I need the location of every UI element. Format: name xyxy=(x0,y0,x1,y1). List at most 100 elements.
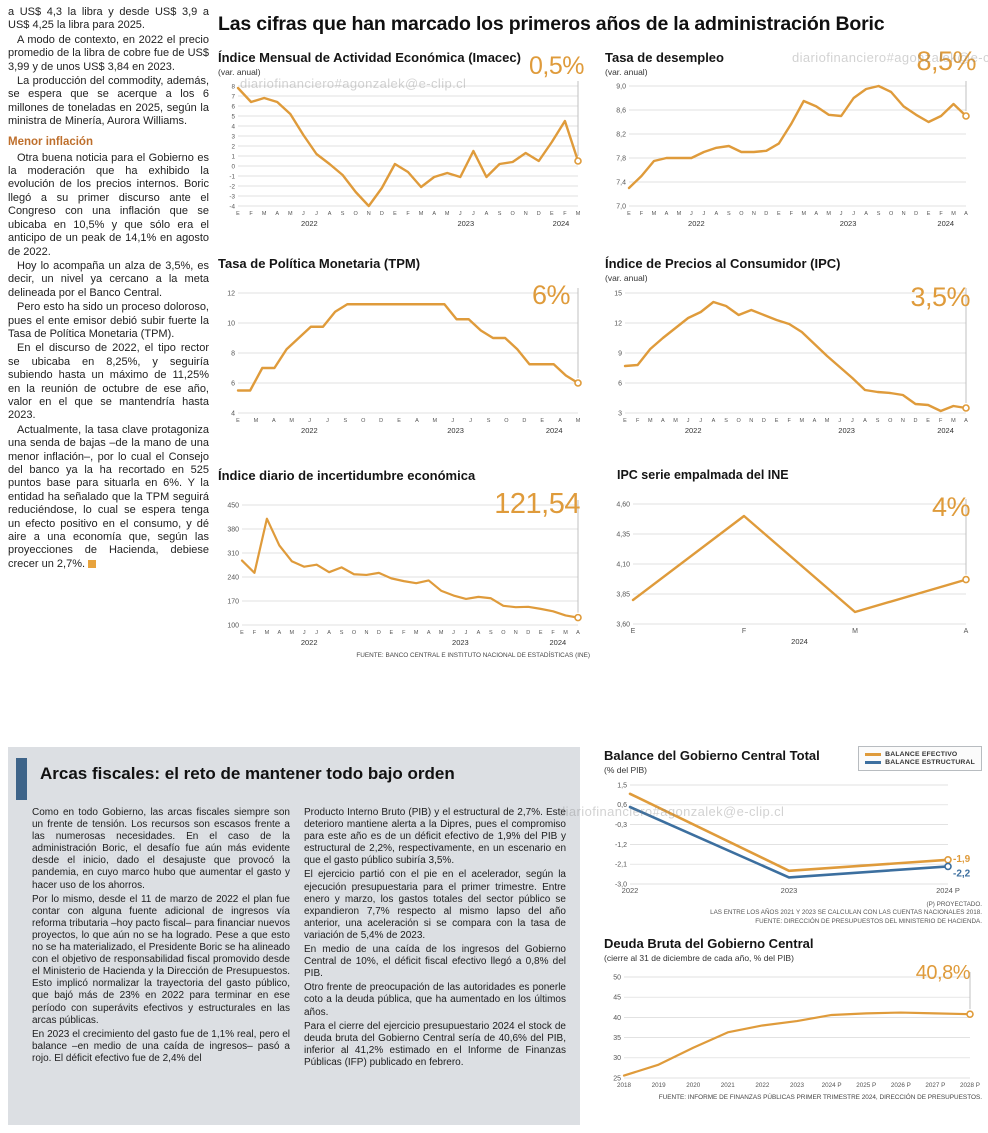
chart-incertidumbre-latest-value: 121,54 xyxy=(494,488,580,520)
chart-desempleo-title: Tasa de desempleo xyxy=(605,50,724,65)
svg-text:2023: 2023 xyxy=(838,426,855,435)
svg-text:15: 15 xyxy=(614,290,622,297)
svg-text:9,0: 9,0 xyxy=(616,83,626,90)
svg-text:F: F xyxy=(249,211,253,217)
svg-text:M: M xyxy=(648,418,653,424)
svg-text:A: A xyxy=(661,418,665,424)
legend-swatch-efectivo xyxy=(865,753,882,756)
article-paragraph: En el discurso de 2022, el tipo rector s… xyxy=(8,342,209,422)
svg-text:240: 240 xyxy=(227,574,239,581)
svg-text:7,0: 7,0 xyxy=(616,203,626,210)
svg-text:J: J xyxy=(687,418,690,424)
svg-text:2022: 2022 xyxy=(685,426,702,435)
svg-text:J: J xyxy=(451,418,454,424)
chart-deuda: Deuda Bruta del Gobierno Central (cierre… xyxy=(604,936,982,1101)
svg-text:E: E xyxy=(623,418,627,424)
svg-text:380: 380 xyxy=(227,526,239,533)
svg-text:F: F xyxy=(402,630,406,636)
svg-text:5: 5 xyxy=(231,113,235,120)
svg-text:E: E xyxy=(393,211,397,217)
svg-text:A: A xyxy=(415,418,419,424)
svg-text:4,10: 4,10 xyxy=(616,561,630,568)
fiscal-box-column-1: Como en todo Gobierno, las arcas fiscale… xyxy=(32,807,290,1067)
svg-text:2023: 2023 xyxy=(457,219,474,228)
svg-text:J: J xyxy=(703,211,706,217)
svg-text:D: D xyxy=(377,630,381,636)
svg-text:2018: 2018 xyxy=(617,1082,632,1089)
svg-text:O: O xyxy=(352,630,357,636)
svg-text:2019: 2019 xyxy=(652,1082,667,1089)
svg-text:F: F xyxy=(790,211,794,217)
svg-text:O: O xyxy=(361,418,366,424)
svg-text:N: N xyxy=(367,211,371,217)
watermark-text: diariofinanciero#agonzalek@e-clip.cl xyxy=(240,76,467,91)
svg-text:A: A xyxy=(427,630,431,636)
svg-text:M: M xyxy=(445,211,450,217)
svg-text:J: J xyxy=(469,418,472,424)
svg-text:F: F xyxy=(742,628,746,635)
chart-ipc-ine: IPC serie empalmada del INE 4% 4,60 4,35 4… xyxy=(605,468,978,650)
article-paragraph-text: Actualmente, la tasa clave protagoniza u… xyxy=(8,423,209,570)
end-of-article-marker-icon xyxy=(88,559,97,568)
svg-text:E: E xyxy=(236,418,240,424)
svg-text:4,60: 4,60 xyxy=(616,501,630,508)
fiscal-paragraph: En 2023 el crecimiento del gasto fue de … xyxy=(32,1028,290,1064)
svg-text:E: E xyxy=(927,211,931,217)
svg-text:D: D xyxy=(537,211,541,217)
svg-text:8,2: 8,2 xyxy=(616,131,626,138)
chart-deuda-latest-value: 40,8% xyxy=(915,962,971,984)
svg-text:F: F xyxy=(253,630,257,636)
svg-text:2024: 2024 xyxy=(791,637,808,646)
svg-text:2024: 2024 xyxy=(937,219,954,228)
chart-balance-note: (P) PROYECTADO. xyxy=(926,901,982,908)
chart-imacec-subtitle: (var. anual) xyxy=(218,67,261,77)
svg-text:S: S xyxy=(344,418,348,424)
legend-item-efectivo: BALANCE EFECTIVO xyxy=(865,751,975,758)
svg-text:J: J xyxy=(838,418,841,424)
svg-text:-1: -1 xyxy=(229,173,235,180)
svg-text:A: A xyxy=(665,211,669,217)
svg-text:3: 3 xyxy=(231,133,235,140)
svg-text:-2,2: -2,2 xyxy=(953,868,971,879)
svg-text:6: 6 xyxy=(231,380,235,387)
svg-text:2027 P: 2027 P xyxy=(925,1082,945,1089)
svg-text:M: M xyxy=(673,418,678,424)
chart-imacec-latest-value: 0,5% xyxy=(529,52,584,80)
svg-text:E: E xyxy=(627,211,631,217)
svg-text:7: 7 xyxy=(231,93,235,100)
legend-label-efectivo: BALANCE EFECTIVO xyxy=(885,751,958,758)
svg-text:D: D xyxy=(380,211,384,217)
svg-text:N: N xyxy=(364,630,368,636)
svg-text:310: 310 xyxy=(227,550,239,557)
svg-text:-4: -4 xyxy=(229,203,235,210)
svg-text:M: M xyxy=(576,211,581,217)
svg-text:O: O xyxy=(889,211,894,217)
svg-text:E: E xyxy=(540,418,544,424)
svg-text:E: E xyxy=(550,211,554,217)
svg-text:D: D xyxy=(914,211,918,217)
svg-text:45: 45 xyxy=(613,995,621,1002)
svg-text:-0,3: -0,3 xyxy=(615,822,627,829)
svg-text:J: J xyxy=(851,418,854,424)
svg-text:2022: 2022 xyxy=(755,1082,770,1089)
svg-text:30: 30 xyxy=(613,1055,621,1062)
svg-text:-1,9: -1,9 xyxy=(953,854,971,865)
chart-ipc-title: Índice de Precios al Consumidor (IPC) xyxy=(605,256,841,271)
chart-ipc-ine-latest-value: 4% xyxy=(931,492,971,522)
fiscal-paragraph: En medio de una caída de los ingresos de… xyxy=(304,944,566,980)
svg-text:A: A xyxy=(432,211,436,217)
svg-text:A: A xyxy=(277,630,281,636)
chart-tpm-latest-value: 6% xyxy=(531,280,571,310)
svg-text:A: A xyxy=(814,211,818,217)
svg-text:F: F xyxy=(406,211,410,217)
svg-text:M: M xyxy=(414,630,419,636)
svg-text:F: F xyxy=(939,211,943,217)
chart-ipc-ine-plot: 4,60 4,35 4,10 3,85 3,60E F M A 2024 xyxy=(616,499,970,646)
svg-text:E: E xyxy=(389,630,393,636)
page-title: Las cifras que han marcado los primeros … xyxy=(218,13,885,35)
svg-text:A: A xyxy=(327,630,331,636)
svg-text:E: E xyxy=(240,630,244,636)
svg-text:10: 10 xyxy=(227,320,235,327)
svg-text:J: J xyxy=(465,630,468,636)
